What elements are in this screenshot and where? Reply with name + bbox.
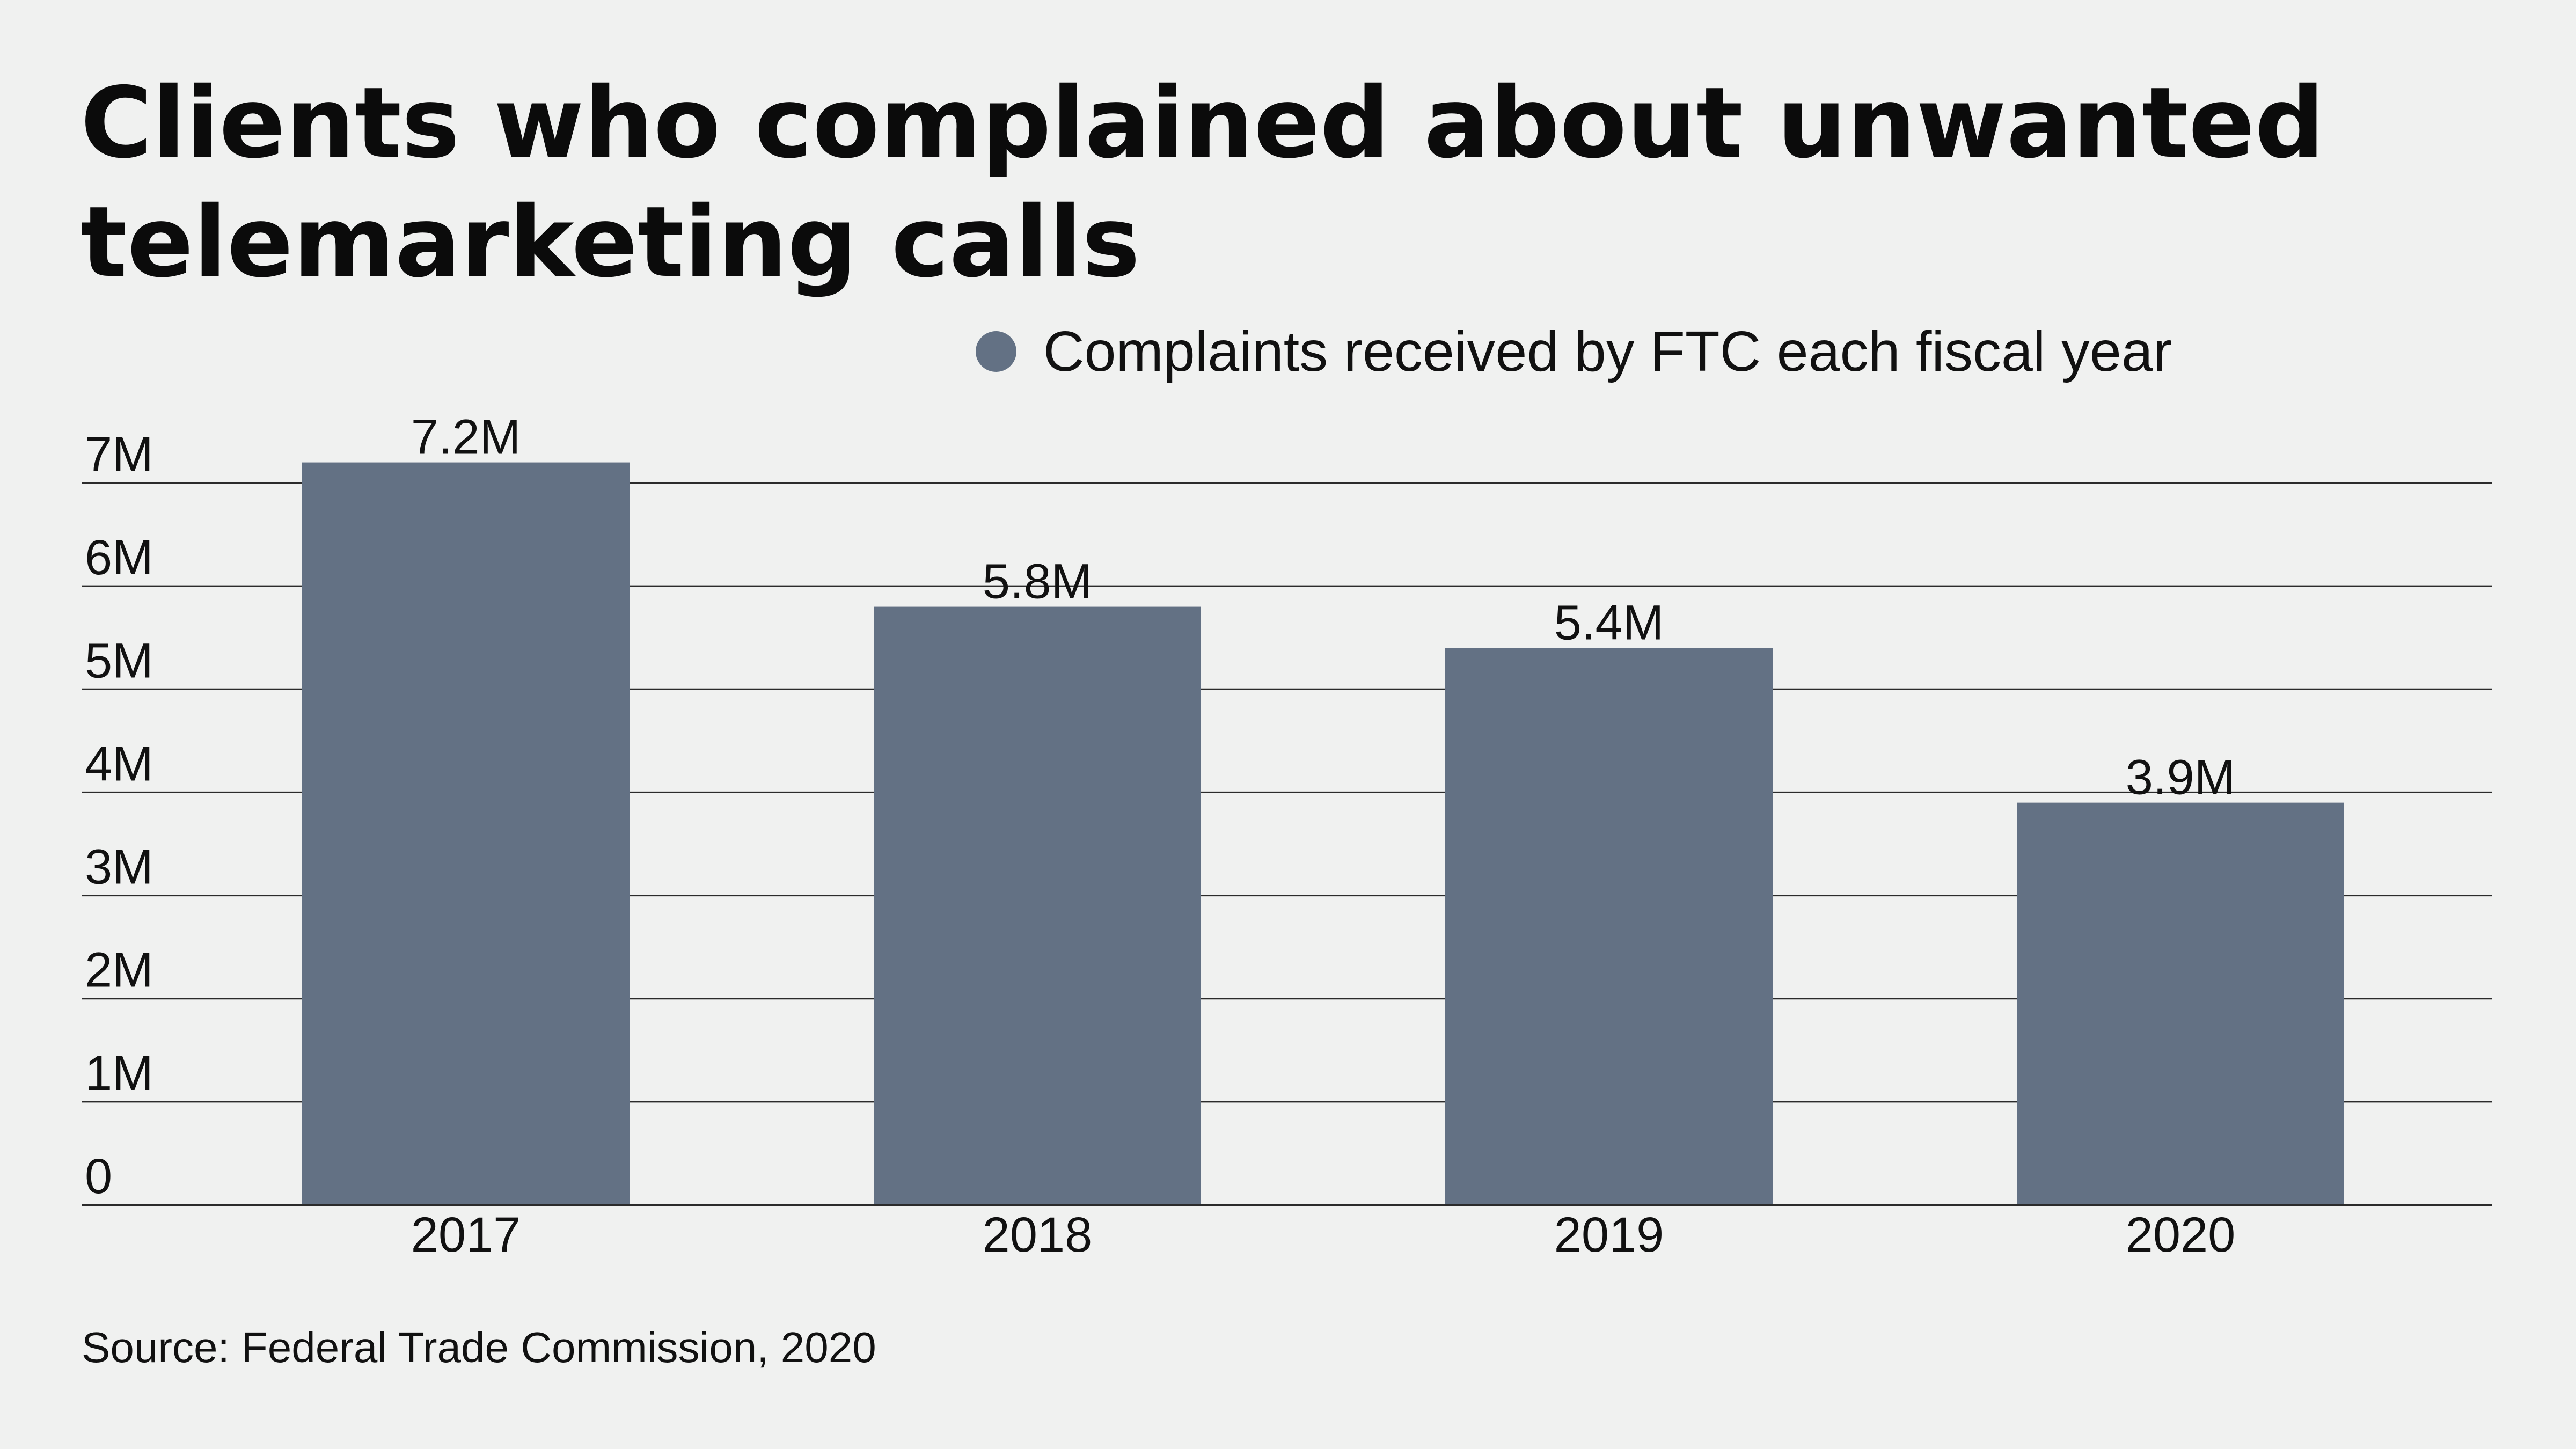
bar-value-label: 5.4M: [1554, 595, 1664, 650]
y-tick-label: 5M: [85, 633, 153, 688]
bar: [874, 606, 1201, 1205]
y-axis-tick-labels: 0 1M 2M 3M 4M 5M 6M 7M: [85, 427, 153, 1204]
chart-legend: Complaints received by FTC each fiscal y…: [976, 314, 2172, 389]
bar: [302, 462, 630, 1205]
x-tick-label: 2020: [2126, 1208, 2236, 1262]
bar-value-label: 3.9M: [2126, 750, 2236, 805]
legend-label: Complaints received by FTC each fiscal y…: [1043, 319, 2172, 383]
chart-title: Clients who complained about unwanted te…: [80, 66, 2325, 299]
bars: [302, 462, 2344, 1205]
y-tick-label: 3M: [85, 840, 153, 895]
x-tick-label: 2019: [1554, 1208, 1664, 1262]
x-tick-label: 2017: [411, 1208, 521, 1262]
x-tick-label: 2018: [983, 1208, 1093, 1262]
bar-value-label: 5.8M: [983, 554, 1093, 609]
bar: [2017, 802, 2344, 1205]
y-tick-label: 0: [85, 1149, 112, 1204]
bar-value-label: 7.2M: [411, 410, 521, 465]
y-tick-label: 2M: [85, 943, 153, 998]
bar: [1445, 648, 1773, 1205]
bar-value-labels: 7.2M 5.8M 5.4M 3.9M: [411, 410, 2236, 805]
source-note: Source: Federal Trade Commission, 2020: [82, 1323, 876, 1371]
x-axis-tick-labels: 2017 2018 2019 2020: [411, 1208, 2236, 1262]
y-tick-label: 7M: [85, 427, 153, 482]
y-tick-label: 6M: [85, 530, 153, 585]
y-tick-label: 1M: [85, 1046, 153, 1101]
y-tick-label: 4M: [85, 736, 153, 791]
legend-swatch: [976, 331, 1016, 372]
